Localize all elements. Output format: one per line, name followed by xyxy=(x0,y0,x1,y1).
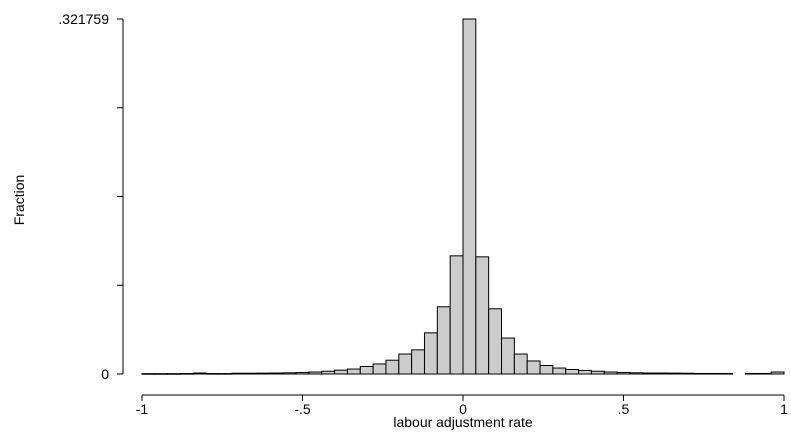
histogram-bar xyxy=(308,371,323,375)
histogram-bar xyxy=(180,373,194,375)
histogram-bar xyxy=(346,368,361,375)
histogram-bar xyxy=(629,372,644,375)
histogram-bar xyxy=(436,306,451,375)
histogram-bar xyxy=(526,360,541,375)
histogram-bar xyxy=(565,368,580,375)
histogram-bars xyxy=(141,18,785,375)
x-tick-label: -1 xyxy=(136,401,149,417)
histogram-bar xyxy=(757,372,772,375)
histogram-bar xyxy=(372,363,387,375)
histogram-bar xyxy=(475,256,490,375)
y-axis-label: Fraction xyxy=(11,175,27,226)
histogram-bar xyxy=(244,372,259,375)
histogram-bar xyxy=(578,369,592,375)
x-tick-label: 1 xyxy=(780,401,788,417)
histogram-bar xyxy=(744,372,759,375)
x-tick-label: -.5 xyxy=(294,401,311,417)
histogram-bar xyxy=(218,373,233,375)
histogram-bar xyxy=(667,372,682,375)
histogram-bar xyxy=(167,373,182,375)
histogram-bar xyxy=(616,371,631,375)
histogram-bar xyxy=(192,372,207,375)
histogram-bar xyxy=(321,370,336,375)
histogram-bar xyxy=(257,372,271,375)
histogram-bar xyxy=(501,337,515,375)
y-axis: 0 .321759 xyxy=(58,11,124,382)
histogram-bar xyxy=(552,367,567,375)
histogram-bar xyxy=(770,371,785,375)
x-tick-label: 0 xyxy=(459,401,467,417)
histogram-bar xyxy=(642,372,657,375)
histogram-bar xyxy=(154,373,169,375)
histogram-bar xyxy=(655,372,669,375)
histogram-bar xyxy=(295,371,310,375)
histogram-bar xyxy=(398,353,413,375)
y-tick-label: .321759 xyxy=(58,11,109,27)
histogram-bar xyxy=(334,369,348,375)
histogram-bar xyxy=(449,255,464,375)
histogram-bar xyxy=(488,308,503,375)
histogram-bar xyxy=(269,372,284,375)
histogram-bar xyxy=(693,372,708,375)
histogram-bar xyxy=(359,365,374,375)
histogram-bar xyxy=(385,359,400,375)
histogram-bar xyxy=(423,332,438,375)
histogram-bar xyxy=(231,372,246,375)
histogram-bar xyxy=(205,373,220,375)
histogram-bar xyxy=(590,370,605,375)
histogram-bar xyxy=(141,373,156,375)
histogram-bar xyxy=(282,372,297,375)
x-axis-label: labour adjustment rate xyxy=(393,414,533,430)
histogram-bar xyxy=(462,18,477,375)
histogram-bar xyxy=(706,372,721,375)
y-tick-label: 0 xyxy=(101,366,109,382)
x-tick-label: .5 xyxy=(618,401,630,417)
x-axis: -1 -.5 0 .5 1 xyxy=(136,394,788,417)
histogram-bar xyxy=(411,349,425,375)
histogram-bar xyxy=(513,353,528,375)
histogram-bar xyxy=(719,372,734,375)
histogram-bar xyxy=(680,372,695,375)
histogram-bar xyxy=(539,365,554,375)
histogram-bar xyxy=(603,371,618,375)
